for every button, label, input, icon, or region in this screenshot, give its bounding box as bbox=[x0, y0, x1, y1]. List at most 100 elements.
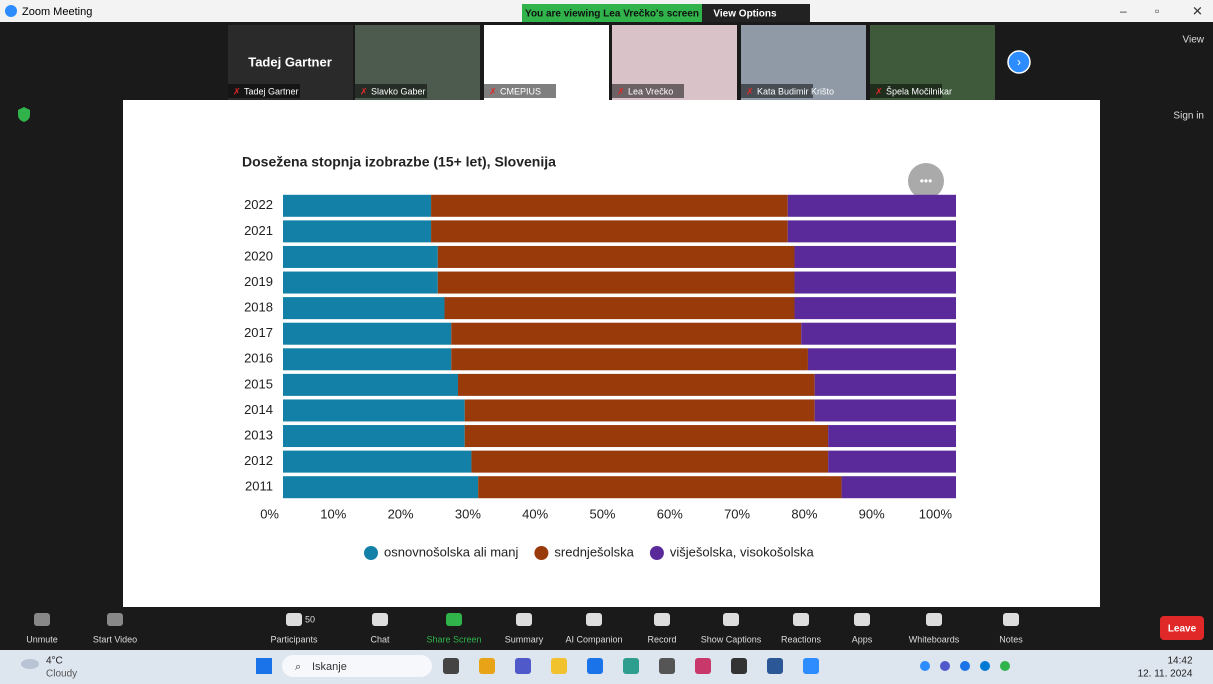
toolbar-label[interactable]: Share Screen bbox=[426, 634, 481, 644]
toolbar-label[interactable]: Reactions bbox=[781, 634, 822, 644]
tray-icon[interactable] bbox=[960, 661, 970, 671]
participant-name: Lea Vrečko bbox=[628, 86, 673, 96]
toolbar-icon[interactable] bbox=[854, 613, 870, 626]
legend-label: osnovnošolska ali manj bbox=[384, 544, 519, 559]
taskbar-app[interactable] bbox=[659, 658, 675, 674]
bar-segment bbox=[438, 246, 795, 268]
tray-icon[interactable] bbox=[1000, 661, 1010, 671]
taskbar-app[interactable] bbox=[731, 658, 747, 674]
taskbar-app[interactable] bbox=[767, 658, 783, 674]
taskbar-app[interactable] bbox=[515, 658, 531, 674]
y-tick-label: 2016 bbox=[244, 351, 273, 366]
toolbar-icon[interactable] bbox=[793, 613, 809, 626]
bar-segment bbox=[842, 476, 956, 498]
taskbar-app[interactable] bbox=[803, 658, 819, 674]
bar-segment bbox=[445, 297, 795, 319]
toolbar-label[interactable]: Record bbox=[647, 634, 676, 644]
taskbar-app[interactable] bbox=[623, 658, 639, 674]
start-button[interactable] bbox=[256, 658, 272, 674]
mic-muted: ✗ bbox=[746, 86, 754, 96]
toolbar-label[interactable]: Chat bbox=[370, 634, 390, 644]
legend-label: višješolska, visokošolska bbox=[670, 544, 815, 559]
search-text[interactable]: Iskanje bbox=[312, 661, 347, 673]
y-tick-label: 2012 bbox=[244, 453, 273, 468]
toolbar-icon[interactable] bbox=[1003, 613, 1019, 626]
weather: Cloudy bbox=[46, 669, 77, 680]
x-tick-label: 20% bbox=[388, 506, 414, 521]
toolbar-icon[interactable] bbox=[34, 613, 50, 626]
bar-segment bbox=[815, 399, 956, 421]
toolbar-icon[interactable] bbox=[723, 613, 739, 626]
tray-icon[interactable] bbox=[980, 661, 990, 671]
clock-time: 14:42 bbox=[1167, 656, 1192, 667]
taskbar-app[interactable] bbox=[695, 658, 711, 674]
bar-segment bbox=[458, 374, 815, 396]
y-tick-label: 2013 bbox=[244, 427, 273, 442]
y-tick-label: 2022 bbox=[244, 197, 273, 212]
screen: Zoom Meeting You are viewing Lea Vrečko'… bbox=[0, 0, 1213, 684]
toolbar-icon[interactable] bbox=[286, 613, 302, 626]
toolbar-icon[interactable] bbox=[586, 613, 602, 626]
bar-segment bbox=[815, 374, 956, 396]
next-arrow[interactable]: › bbox=[1017, 55, 1021, 69]
bar-segment bbox=[794, 272, 956, 294]
x-tick-label: 50% bbox=[589, 506, 615, 521]
bar-segment bbox=[451, 323, 801, 345]
toolbar-label[interactable]: Start Video bbox=[93, 634, 137, 644]
taskbar-app[interactable] bbox=[443, 658, 459, 674]
minimize[interactable]: – bbox=[1120, 4, 1127, 18]
bar-segment bbox=[283, 272, 438, 294]
clock-date: 12. 11. 2024 bbox=[1138, 669, 1193, 680]
sign-in[interactable]: Sign in bbox=[1173, 111, 1204, 122]
toolbar-icon[interactable] bbox=[654, 613, 670, 626]
bar-segment bbox=[788, 220, 956, 242]
toolbar-icon[interactable] bbox=[926, 613, 942, 626]
legend-marker bbox=[534, 546, 548, 560]
toolbar-label[interactable]: Summary bbox=[505, 634, 544, 644]
toolbar-label[interactable]: Participants bbox=[270, 634, 318, 644]
bar-segment bbox=[283, 246, 438, 268]
participant-name: Kata Budimir Krišto bbox=[757, 86, 834, 96]
x-tick-label: 10% bbox=[320, 506, 346, 521]
bar-segment bbox=[283, 476, 478, 498]
bar-segment bbox=[283, 374, 458, 396]
view-button[interactable]: View bbox=[1183, 35, 1205, 46]
toolbar-label[interactable]: Whiteboards bbox=[909, 634, 960, 644]
x-tick-label: 0% bbox=[260, 506, 279, 521]
x-tick-label: 70% bbox=[724, 506, 750, 521]
mic-muted: ✗ bbox=[360, 86, 368, 96]
toolbar-label[interactable]: AI Companion bbox=[565, 634, 622, 644]
x-tick-label: 100% bbox=[919, 506, 953, 521]
toolbar-icon[interactable] bbox=[446, 613, 462, 626]
leave[interactable]: Leave bbox=[1168, 624, 1197, 635]
tray-icon[interactable] bbox=[940, 661, 950, 671]
participant-name: Špela Močilnikar bbox=[886, 86, 952, 96]
weather-icon bbox=[21, 659, 39, 669]
bar-segment bbox=[283, 297, 445, 319]
chart-menu-dots[interactable]: ••• bbox=[920, 174, 933, 188]
bar-segment bbox=[471, 451, 828, 473]
taskbar-app[interactable] bbox=[479, 658, 495, 674]
taskbar-app[interactable] bbox=[551, 658, 567, 674]
search-box[interactable] bbox=[282, 655, 432, 677]
view-options[interactable]: View Options bbox=[713, 9, 777, 20]
participant-name: Slavko Gaber bbox=[371, 86, 426, 96]
taskbar-app[interactable] bbox=[587, 658, 603, 674]
bar-segment bbox=[438, 272, 795, 294]
mic-muted: ✗ bbox=[489, 86, 497, 96]
y-tick-label: 2021 bbox=[244, 223, 273, 238]
tray-icon[interactable] bbox=[920, 661, 930, 671]
toolbar-icon[interactable] bbox=[372, 613, 388, 626]
restore[interactable]: ▫ bbox=[1155, 4, 1159, 18]
toolbar-label[interactable]: Apps bbox=[852, 634, 873, 644]
participant-name: Tadej Gartner bbox=[244, 86, 299, 96]
toolbar-label[interactable]: Notes bbox=[999, 634, 1023, 644]
bar-segment bbox=[283, 451, 471, 473]
toolbar-label[interactable]: Show Captions bbox=[701, 634, 762, 644]
toolbar-label[interactable]: Unmute bbox=[26, 634, 58, 644]
mic-muted: ✗ bbox=[617, 86, 625, 96]
close[interactable]: ✕ bbox=[1192, 3, 1203, 18]
toolbar-icon[interactable] bbox=[516, 613, 532, 626]
chart-title: Dosežena stopnja izobrazbe (15+ let), Sl… bbox=[242, 154, 556, 170]
toolbar-icon[interactable] bbox=[107, 613, 123, 626]
